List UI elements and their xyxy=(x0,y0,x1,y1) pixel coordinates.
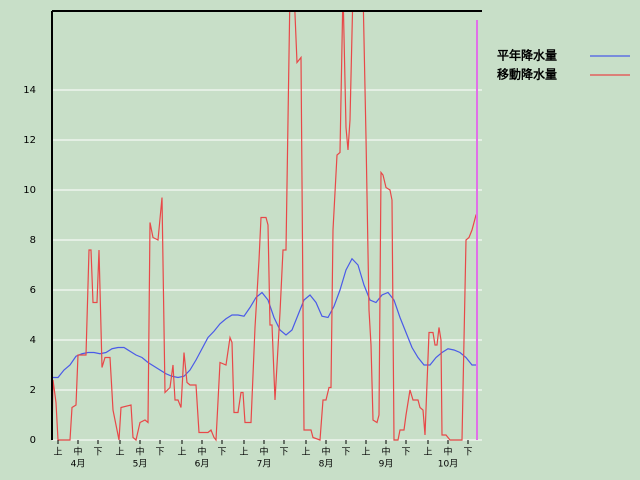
x-tick-label: 上 xyxy=(53,447,62,458)
x-tick-label: 中 xyxy=(259,446,268,458)
x-tick-label: 上 xyxy=(301,447,310,458)
month-label: 5月 xyxy=(133,459,148,470)
x-tick-label: 中 xyxy=(321,446,330,458)
x-tick-label: 下 xyxy=(463,448,472,458)
x-tick-label: 中 xyxy=(381,446,390,458)
series-line xyxy=(52,257,478,379)
x-tick-label: 上 xyxy=(361,447,370,458)
legend-label: 移動降水量 xyxy=(497,67,557,82)
month-label: 7月 xyxy=(257,459,272,470)
y-tick-label: 12 xyxy=(23,135,36,146)
x-tick-label: 中 xyxy=(197,446,206,458)
month-label: 8月 xyxy=(319,459,334,470)
plot xyxy=(52,11,478,442)
x-tick-label: 上 xyxy=(177,447,186,458)
x-tick-label: 下 xyxy=(401,448,410,458)
x-tick-label: 上 xyxy=(423,447,432,458)
x-tick-label: 上 xyxy=(239,447,248,458)
y-tick-label: 6 xyxy=(30,285,36,296)
x-tick-label: 下 xyxy=(217,448,226,458)
month-label: 4月 xyxy=(71,459,86,470)
series-line xyxy=(52,11,478,442)
x-tick-label: 下 xyxy=(155,448,164,458)
y-tick-label: 0 xyxy=(30,435,36,446)
x-tick-label: 中 xyxy=(73,446,82,458)
y-tick-label: 4 xyxy=(30,335,36,346)
x-tick-label: 上 xyxy=(115,447,124,458)
x-tick-label: 下 xyxy=(93,448,102,458)
y-tick-label: 10 xyxy=(23,185,36,196)
y-tick-label: 8 xyxy=(30,235,36,246)
x-tick-label: 下 xyxy=(279,448,288,458)
legend-label: 平年降水量 xyxy=(497,48,557,63)
month-label: 6月 xyxy=(195,459,210,470)
y-tick-label: 14 xyxy=(23,85,36,96)
x-tick-label: 中 xyxy=(135,446,144,458)
x-tick-label: 下 xyxy=(341,448,350,458)
month-label: 9月 xyxy=(379,459,394,470)
y-tick-label: 2 xyxy=(30,385,36,396)
month-label: 10月 xyxy=(438,459,458,470)
grid xyxy=(52,89,482,441)
x-tick-label: 中 xyxy=(443,446,452,458)
